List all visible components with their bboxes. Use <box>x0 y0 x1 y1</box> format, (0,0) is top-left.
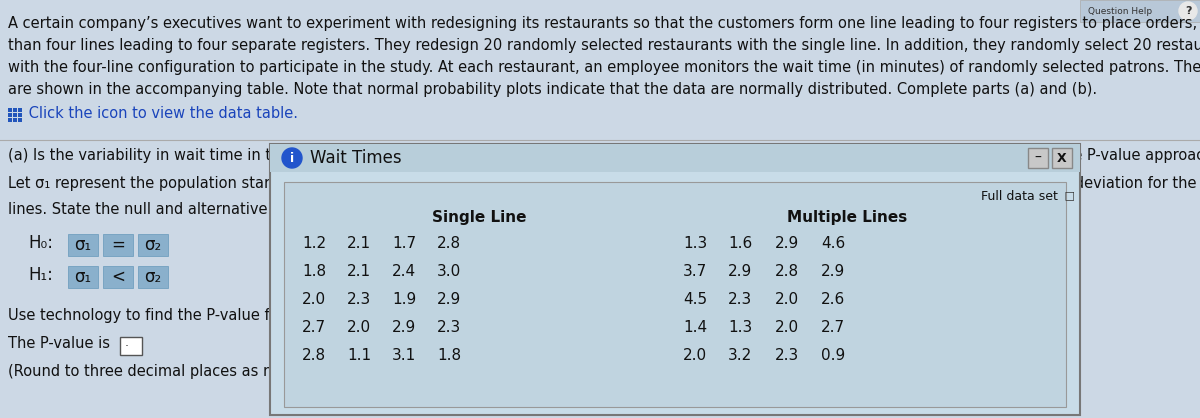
Bar <box>270 144 1080 172</box>
Text: 2.9: 2.9 <box>821 264 845 279</box>
Text: Question Help: Question Help <box>1088 7 1152 15</box>
Bar <box>8 108 12 112</box>
Text: with the four-line configuration to participate in the study. At each restaurant: with the four-line configuration to part… <box>8 60 1200 75</box>
Bar <box>68 234 98 256</box>
Circle shape <box>282 148 302 168</box>
Circle shape <box>1178 2 1198 20</box>
Text: Wait Times: Wait Times <box>310 149 402 167</box>
Bar <box>1080 0 1200 22</box>
Bar <box>68 266 98 288</box>
Text: <: < <box>112 268 125 286</box>
Text: 2.6: 2.6 <box>821 292 845 307</box>
Text: 2.7: 2.7 <box>302 320 326 335</box>
Text: 2.8: 2.8 <box>302 348 326 363</box>
Text: Single Line: Single Line <box>432 210 527 225</box>
Text: 2.3: 2.3 <box>728 292 752 307</box>
Text: 1.6: 1.6 <box>728 236 752 251</box>
Text: Full data set: Full data set <box>982 190 1058 203</box>
Text: 2.3: 2.3 <box>437 320 461 335</box>
Bar <box>13 113 17 117</box>
Bar <box>103 266 133 288</box>
Text: 1.3: 1.3 <box>683 236 707 251</box>
Text: σ₁: σ₁ <box>74 236 91 254</box>
Text: The P-value is: The P-value is <box>8 336 110 351</box>
Text: =: = <box>112 236 125 254</box>
Text: 3.7: 3.7 <box>683 264 707 279</box>
Bar <box>103 234 133 256</box>
Text: i: i <box>290 151 294 165</box>
Text: 2.0: 2.0 <box>683 348 707 363</box>
Bar <box>13 118 17 122</box>
Text: (Round to three decimal places as n: (Round to three decimal places as n <box>8 364 272 379</box>
Text: standard deviation for the wait time in the multiple: standard deviation for the wait time in … <box>1006 176 1200 191</box>
Text: 2.3: 2.3 <box>775 348 799 363</box>
Bar <box>18 118 22 122</box>
Text: 2.1: 2.1 <box>347 264 371 279</box>
Text: σ₂: σ₂ <box>144 236 162 254</box>
Bar <box>1028 148 1048 168</box>
Text: H₁:: H₁: <box>28 266 53 284</box>
Text: A certain company’s executives want to experiment with redesigning its restauran: A certain company’s executives want to e… <box>8 16 1200 31</box>
Bar <box>138 266 168 288</box>
Text: Multiple Lines: Multiple Lines <box>787 210 907 225</box>
Bar <box>270 144 1080 415</box>
Text: 2.7: 2.7 <box>821 320 845 335</box>
Text: .: . <box>125 336 130 349</box>
Text: 1.2: 1.2 <box>302 236 326 251</box>
Text: σ₁: σ₁ <box>74 268 91 286</box>
Text: 1.3: 1.3 <box>728 320 752 335</box>
Text: 2.1: 2.1 <box>347 236 371 251</box>
Text: –: – <box>1034 151 1042 165</box>
Text: H₀:: H₀: <box>28 234 53 252</box>
Text: σ₂: σ₂ <box>144 268 162 286</box>
Text: 2.0: 2.0 <box>347 320 371 335</box>
Text: 1.7: 1.7 <box>392 236 416 251</box>
Text: 1.4: 1.4 <box>683 320 707 335</box>
Text: 3.2: 3.2 <box>728 348 752 363</box>
Text: Let σ₁ represent the population star: Let σ₁ represent the population star <box>8 176 270 191</box>
Text: 2.8: 2.8 <box>775 264 799 279</box>
Text: 2.8: 2.8 <box>437 236 461 251</box>
Text: X: X <box>1057 151 1067 165</box>
Text: 4.6: 4.6 <box>821 236 845 251</box>
Text: 1.1: 1.1 <box>347 348 371 363</box>
Text: Use technology to find the P-value f: Use technology to find the P-value f <box>8 308 270 323</box>
Text: 1.8: 1.8 <box>437 348 461 363</box>
Text: 1.9: 1.9 <box>392 292 416 307</box>
Bar <box>8 113 12 117</box>
Text: 2.3: 2.3 <box>347 292 371 307</box>
Text: than four lines leading to four separate registers. They redesign 20 randomly se: than four lines leading to four separate… <box>8 38 1200 53</box>
Text: □: □ <box>1061 190 1075 200</box>
Text: 3.0: 3.0 <box>437 264 461 279</box>
Text: 2.0: 2.0 <box>775 320 799 335</box>
Text: are shown in the accompanying table. Note that normal probability plots indicate: are shown in the accompanying table. Not… <box>8 82 1097 97</box>
Text: e? Use the P-value approach to perform the test.: e? Use the P-value approach to perform t… <box>1006 148 1200 163</box>
Bar <box>8 118 12 122</box>
Text: 1.8: 1.8 <box>302 264 326 279</box>
Bar <box>18 113 22 117</box>
Bar <box>13 108 17 112</box>
Bar <box>1052 148 1072 168</box>
Text: (a) Is the variability in wait time in th: (a) Is the variability in wait time in t… <box>8 148 281 163</box>
Text: 2.0: 2.0 <box>302 292 326 307</box>
Text: Click the icon to view the data table.: Click the icon to view the data table. <box>24 107 298 122</box>
Text: 2.9: 2.9 <box>437 292 461 307</box>
Text: ?: ? <box>1184 6 1192 16</box>
Text: 2.9: 2.9 <box>775 236 799 251</box>
Text: 3.1: 3.1 <box>392 348 416 363</box>
Text: 4.5: 4.5 <box>683 292 707 307</box>
Text: lines. State the null and alternative h: lines. State the null and alternative h <box>8 202 282 217</box>
Bar <box>18 108 22 112</box>
Bar <box>120 337 142 355</box>
Text: 2.9: 2.9 <box>392 320 416 335</box>
Text: 0.9: 0.9 <box>821 348 845 363</box>
Bar <box>138 234 168 256</box>
Text: 2.0: 2.0 <box>775 292 799 307</box>
Text: 2.4: 2.4 <box>392 264 416 279</box>
Bar <box>284 182 1066 407</box>
Text: 2.9: 2.9 <box>728 264 752 279</box>
